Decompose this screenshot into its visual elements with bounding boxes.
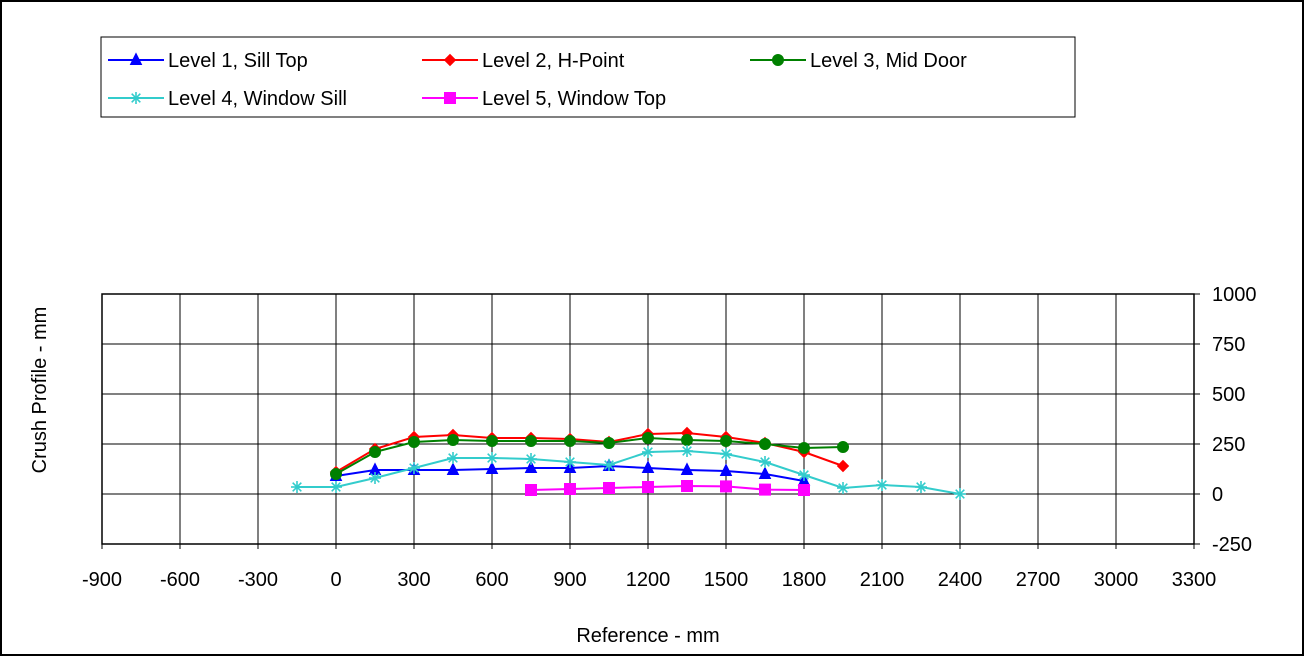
series-4-point xyxy=(798,469,810,481)
x-tick-label: 2100 xyxy=(860,569,905,591)
series-1-point xyxy=(758,466,772,479)
legend-entry: Level 5, Window Top xyxy=(422,88,666,110)
legend-swatch-marker xyxy=(443,53,457,67)
x-tick-label: 1500 xyxy=(704,569,749,591)
series-3-point xyxy=(330,468,342,480)
y-tick-label: 500 xyxy=(1212,384,1245,406)
x-tick-label: -600 xyxy=(160,569,200,591)
series-4-point xyxy=(603,459,615,471)
series-5-line xyxy=(530,484,805,491)
series-2-line xyxy=(335,431,844,473)
series-1-point xyxy=(719,463,733,476)
series-1-point xyxy=(641,460,655,473)
series-3-point xyxy=(837,441,849,453)
series-4-point xyxy=(447,452,459,464)
series-4-point xyxy=(720,448,732,460)
series-3-point xyxy=(447,434,459,446)
legend-label: Level 3, Mid Door xyxy=(810,50,967,72)
x-tick-label: 0 xyxy=(330,569,341,591)
series-3-point xyxy=(408,436,420,448)
series-3-point xyxy=(486,435,498,447)
series-5-point xyxy=(603,482,615,494)
series-4-point xyxy=(837,482,849,494)
series-3-point xyxy=(798,442,810,454)
plot-area xyxy=(101,293,1195,545)
series-4-point xyxy=(330,481,342,493)
series-5-point xyxy=(720,480,732,493)
series-4-line xyxy=(297,449,961,495)
series-4 xyxy=(291,445,966,500)
series-5-point xyxy=(681,480,693,492)
y-axis-label: Crush Profile - mm xyxy=(29,307,51,474)
series-3-point xyxy=(759,438,771,450)
series-3 xyxy=(330,432,849,480)
y-axis: -250 0 250 500 750 1000 xyxy=(1194,284,1257,556)
series-4-point xyxy=(525,453,537,465)
series-4-point xyxy=(954,488,966,500)
x-tick-label: 1800 xyxy=(782,569,827,591)
legend-entry: Level 3, Mid Door xyxy=(750,50,967,72)
series-4-point xyxy=(291,481,303,493)
y-tick-label: 1000 xyxy=(1212,284,1257,306)
series-3-point xyxy=(681,434,693,446)
legend-swatch-marker xyxy=(130,92,142,104)
series-3-point xyxy=(603,437,615,449)
series-1-point xyxy=(524,460,538,473)
x-tick-label: 300 xyxy=(397,569,430,591)
legend-entry: Level 2, H-Point xyxy=(422,50,625,72)
series-3-point xyxy=(525,435,537,447)
y-tick-label: 0 xyxy=(1212,484,1223,506)
series-3-point xyxy=(720,435,732,447)
x-tick-label: -300 xyxy=(238,569,278,591)
series-5-point xyxy=(642,481,654,493)
legend-entry: Level 4, Window Sill xyxy=(108,88,347,110)
x-tick-label: 2700 xyxy=(1016,569,1061,591)
series-5-point xyxy=(759,483,771,496)
series-1-point xyxy=(446,462,460,475)
series-3-point xyxy=(642,432,654,444)
series-3-point xyxy=(564,435,576,447)
x-tick-label: -900 xyxy=(82,569,122,591)
series-4-point xyxy=(759,456,771,468)
y-tick-label: -250 xyxy=(1212,534,1252,556)
legend-label: Level 1, Sill Top xyxy=(168,50,308,72)
y-tick-label: 250 xyxy=(1212,434,1245,456)
series-4-point xyxy=(369,472,381,484)
y-tick-label: 750 xyxy=(1212,334,1245,356)
x-tick-label: 3000 xyxy=(1094,569,1139,591)
series-4-point xyxy=(642,446,654,458)
series-4-point xyxy=(408,462,420,474)
x-axis-label: Reference - mm xyxy=(576,625,719,647)
series-5-point xyxy=(564,483,576,495)
series-2-point xyxy=(836,459,850,473)
legend-swatch-marker xyxy=(772,54,784,66)
legend-label: Level 4, Window Sill xyxy=(168,88,347,110)
legend-label: Level 2, H-Point xyxy=(482,50,625,72)
x-tick-label: 900 xyxy=(553,569,586,591)
x-tick-label: 1200 xyxy=(626,569,671,591)
series-4-point xyxy=(915,481,927,493)
series-4-point xyxy=(564,456,576,468)
series-3-point xyxy=(369,446,381,458)
legend-label: Level 5, Window Top xyxy=(482,88,666,110)
legend: Level 1, Sill Top Level 2, H-Point Level 3… xyxy=(100,36,1076,118)
series-3-line xyxy=(335,436,844,475)
series-1-point xyxy=(485,461,499,474)
legend-swatch-marker xyxy=(129,52,143,65)
x-tick-label: 600 xyxy=(475,569,508,591)
series-5 xyxy=(525,480,810,496)
legend-swatch-marker xyxy=(444,92,456,104)
x-tick-label: 2400 xyxy=(938,569,983,591)
legend-entry: Level 1, Sill Top xyxy=(108,50,308,72)
series-4-point xyxy=(681,445,693,457)
series-5-point xyxy=(525,484,537,496)
series-1-point xyxy=(680,462,694,475)
series-4-point xyxy=(486,452,498,464)
legend-box xyxy=(100,36,1076,118)
series-5-point xyxy=(798,484,810,496)
x-axis: -900 -600 -300 0 300 600 900 1200 1500 1800 2100 24… xyxy=(82,544,1216,591)
x-tick-label: 3300 xyxy=(1172,569,1217,591)
series-4-point xyxy=(876,479,888,491)
